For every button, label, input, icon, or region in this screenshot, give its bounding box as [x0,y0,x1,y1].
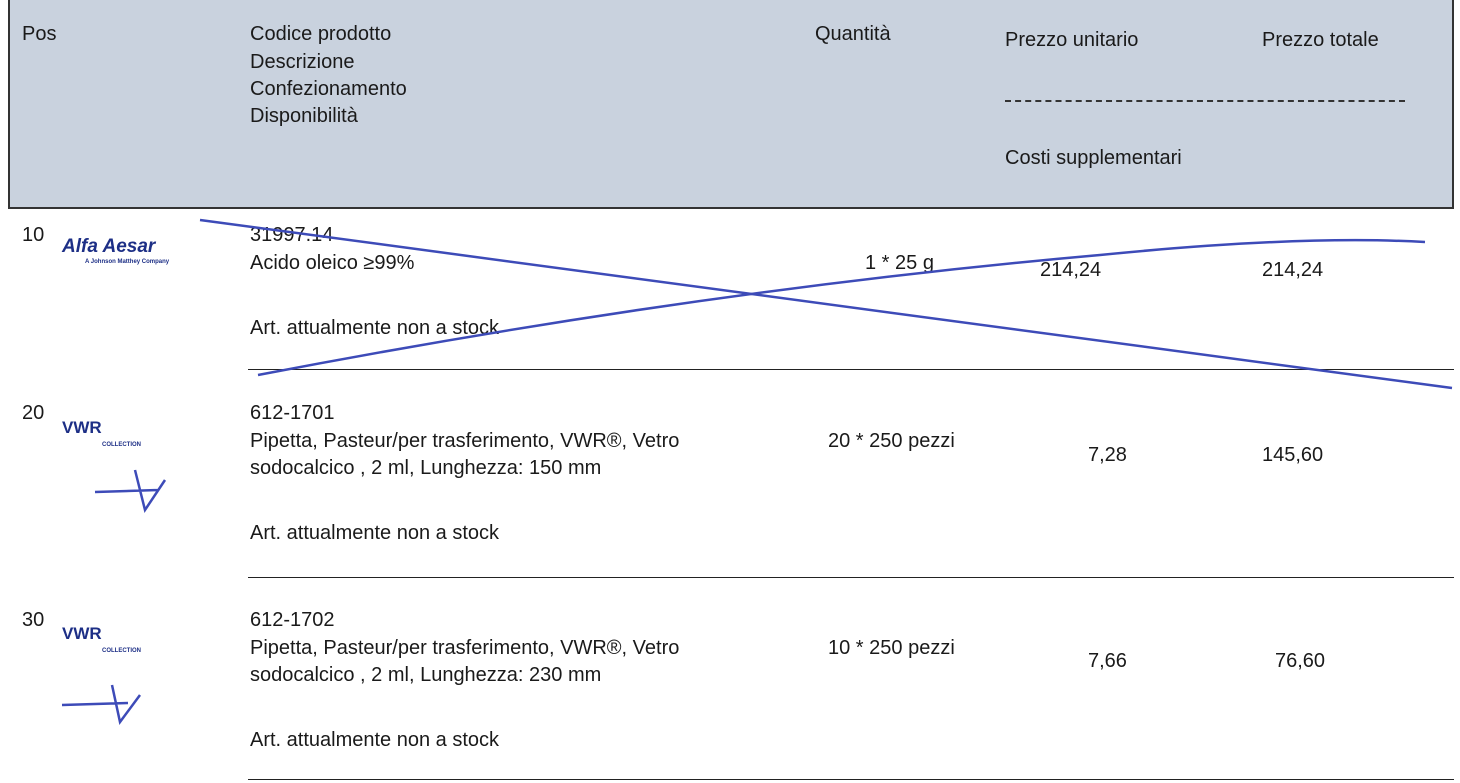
document: Pos Codice prodotto Descrizione Confezio… [0,0,1460,783]
arrow-mark [95,470,165,510]
arrow-mark [62,685,140,722]
cross-stroke [200,220,1452,388]
handwritten-marks [0,0,1460,783]
cross-stroke [258,240,1425,375]
